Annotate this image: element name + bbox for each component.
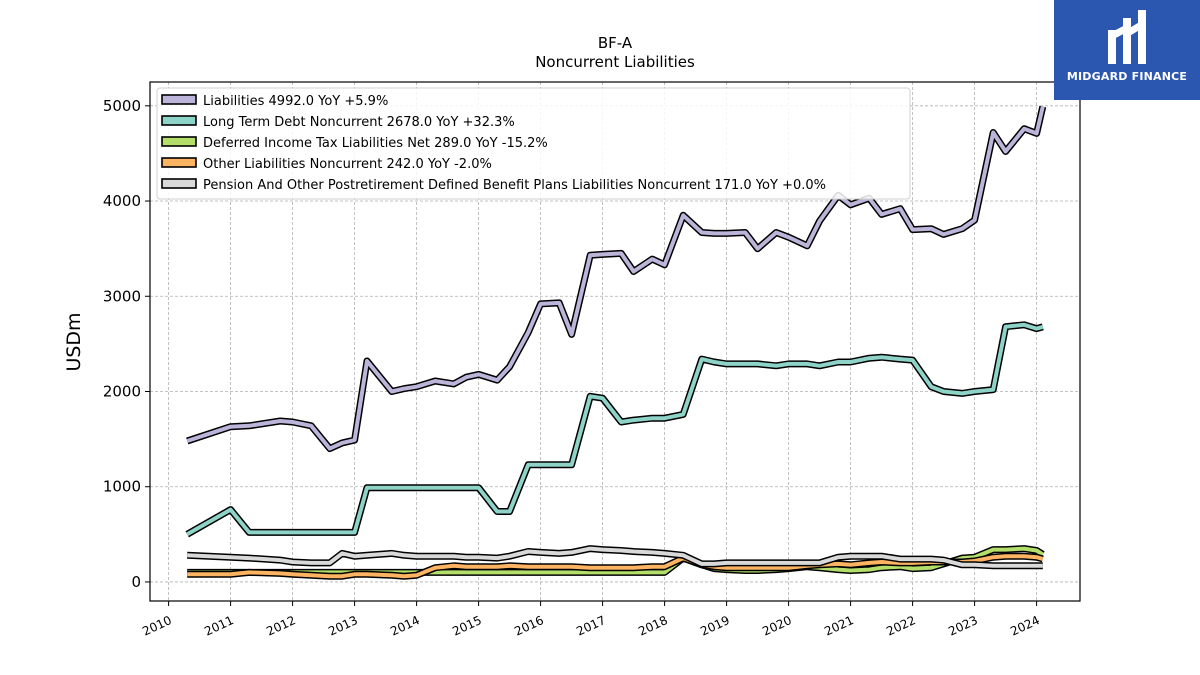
series-fill <box>187 546 1043 568</box>
legend-item[interactable]: Liabilities 4992.0 YoY +5.9% <box>161 94 388 109</box>
series-line-4 <box>187 545 1043 570</box>
series-line-1 <box>185 321 1044 538</box>
legend-label: Deferred Income Tax Liabilities Net 289.… <box>203 136 548 151</box>
x-tick-label: 2018 <box>636 613 670 639</box>
legend-box <box>156 87 911 200</box>
series-line-0 <box>186 105 1047 453</box>
series-fill <box>186 322 1044 537</box>
legend-swatch <box>161 94 197 105</box>
y-axis-label: USDm <box>63 312 85 371</box>
midgard-logo-icon <box>1108 10 1146 64</box>
plot-frame <box>149 81 1081 602</box>
x-tick-label: 2014 <box>388 613 422 639</box>
x-tick-label: 2023 <box>946 613 980 639</box>
chart-subtitle: Noncurrent Liabilities <box>535 53 695 71</box>
legend-item[interactable]: Pension And Other Postretirement Defined… <box>161 178 826 193</box>
x-tick-label: 2022 <box>884 613 918 639</box>
legend-label: Other Liabilities Noncurrent 242.0 YoY -… <box>203 157 492 172</box>
x-tick-label: 2021 <box>822 613 856 639</box>
legend[interactable]: Liabilities 4992.0 YoY +5.9% Long Term De… <box>156 87 911 200</box>
legend-swatch <box>161 178 197 189</box>
y-tick-label: 1000 <box>103 478 141 496</box>
legend-swatch <box>161 157 197 168</box>
series-fill <box>186 106 1045 451</box>
midgard-finance-logo: MIDGARD FINANCE <box>1054 0 1200 100</box>
y-tick-label: 0 <box>131 573 141 591</box>
chart-title: BF-A <box>598 34 633 52</box>
x-tick-label: 2012 <box>264 613 298 639</box>
x-tick-label: 2020 <box>760 613 794 639</box>
y-tick-label: 2000 <box>103 382 141 400</box>
y-tick-label: 4000 <box>103 192 141 210</box>
x-tick-label: 2010 <box>140 613 174 639</box>
x-tick-label: 2016 <box>512 613 546 639</box>
x-tick-label: 2024 <box>1008 613 1042 639</box>
legend-item[interactable]: Other Liabilities Noncurrent 242.0 YoY -… <box>161 157 492 172</box>
x-tick-label: 2019 <box>698 613 732 639</box>
legend-label: Liabilities 4992.0 YoY +5.9% <box>203 94 388 109</box>
legend-item[interactable]: Deferred Income Tax Liabilities Net 289.… <box>161 136 548 151</box>
x-tick-label: 2011 <box>202 613 236 639</box>
y-tick-label: 3000 <box>103 287 141 305</box>
legend-label: Pension And Other Postretirement Defined… <box>203 178 826 193</box>
y-tick-label: 5000 <box>103 97 141 115</box>
legend-swatch <box>161 136 197 147</box>
x-tick-label: 2013 <box>326 613 360 639</box>
series-line-3 <box>187 552 1044 580</box>
logo-label: MIDGARD FINANCE <box>1066 70 1188 83</box>
legend-swatch <box>161 115 197 126</box>
series-lines <box>185 105 1047 580</box>
legend-label: Long Term Debt Noncurrent 2678.0 YoY +32… <box>203 115 515 130</box>
x-tick-label: 2015 <box>450 613 484 639</box>
series-fill <box>187 554 1044 579</box>
x-tick-label: 2017 <box>574 613 608 639</box>
legend-item[interactable]: Long Term Debt Noncurrent 2678.0 YoY +32… <box>161 115 515 130</box>
